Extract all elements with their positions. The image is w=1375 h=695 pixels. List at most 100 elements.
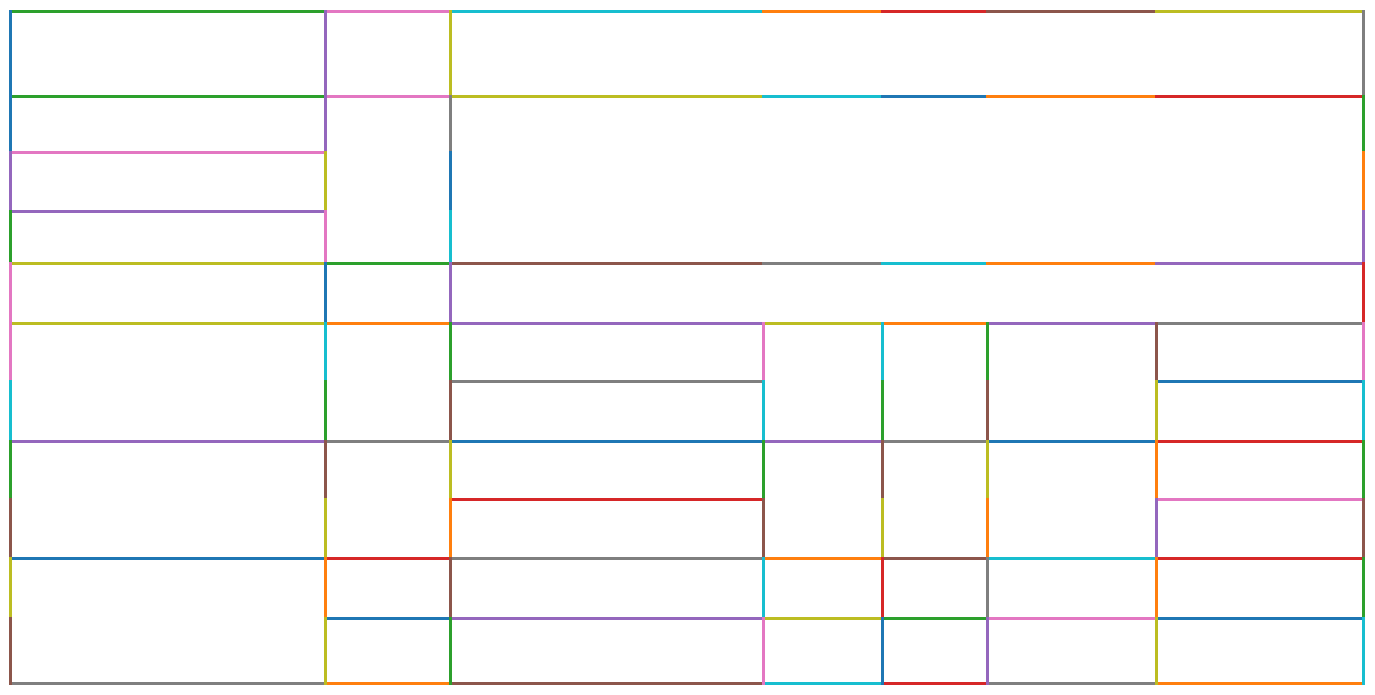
h-line-segment [9,682,327,685]
h-line-segment [9,557,327,560]
v-line-segment [1155,617,1158,685]
v-line-segment [449,95,452,154]
h-line-segment [1155,262,1365,265]
h-line-segment [324,262,452,265]
v-line-segment [1155,498,1158,560]
h-line-segment [449,498,765,501]
h-line-segment [986,95,1158,98]
v-line-segment [324,151,327,213]
h-line-segment [881,95,989,98]
h-line-segment [449,262,765,265]
h-line-segment [762,10,884,13]
h-line-segment [324,10,452,13]
v-line-segment [449,440,452,501]
v-line-segment [1362,95,1365,154]
v-line-segment [324,498,327,560]
v-line-segment [762,617,765,685]
v-line-segment [1362,380,1365,443]
v-line-segment [881,322,884,383]
v-line-segment [9,440,12,501]
h-line-segment [449,440,765,443]
v-line-segment [1362,440,1365,501]
h-line-segment [881,10,989,13]
v-line-segment [881,380,884,443]
v-line-segment [449,10,452,98]
h-line-segment [986,440,1158,443]
h-line-segment [324,322,452,325]
v-line-segment [449,262,452,325]
v-line-segment [449,617,452,685]
v-line-segment [1362,557,1365,620]
v-line-segment [324,557,327,620]
h-line-segment [881,440,989,443]
h-line-segment [449,95,765,98]
v-line-segment [1155,440,1158,501]
h-line-segment [449,617,765,620]
h-line-segment [986,10,1158,13]
h-line-segment [324,557,452,560]
h-line-segment [9,10,327,13]
h-line-segment [9,262,327,265]
v-line-segment [449,210,452,265]
v-line-segment [449,498,452,560]
v-line-segment [324,10,327,154]
h-line-segment [762,617,884,620]
h-line-segment [9,151,327,154]
v-line-segment [9,262,12,383]
h-line-segment [986,557,1158,560]
v-line-segment [986,557,989,620]
v-line-segment [9,151,12,213]
h-line-segment [881,557,989,560]
h-line-segment [324,440,452,443]
v-line-segment [324,322,327,383]
h-line-segment [1155,617,1365,620]
v-line-segment [1362,617,1365,685]
v-line-segment [449,380,452,443]
h-line-segment [1155,10,1365,13]
h-line-segment [1155,498,1365,501]
v-line-segment [9,617,12,685]
v-line-segment [986,322,989,383]
v-line-segment [9,557,12,620]
v-line-segment [986,617,989,685]
v-line-segment [1362,322,1365,383]
v-line-segment [762,322,765,383]
v-line-segment [1362,262,1365,325]
h-line-segment [1155,440,1365,443]
v-line-segment [324,262,327,325]
v-line-segment [986,498,989,560]
v-line-segment [762,557,765,620]
v-line-segment [986,380,989,443]
h-line-segment [449,322,765,325]
h-line-segment [324,617,452,620]
v-line-segment [1155,322,1158,383]
h-line-segment [1155,95,1365,98]
h-line-segment [881,617,989,620]
v-line-segment [762,498,765,560]
h-line-segment [762,322,884,325]
h-line-segment [762,557,884,560]
h-line-segment [9,440,327,443]
h-line-segment [762,95,884,98]
v-line-segment [9,498,12,560]
v-line-segment [986,440,989,501]
h-line-segment [986,617,1158,620]
v-line-segment [1362,210,1365,265]
h-line-segment [881,322,989,325]
h-line-segment [986,322,1158,325]
v-line-segment [1362,10,1365,98]
v-line-segment [449,151,452,213]
v-line-segment [449,557,452,620]
h-line-segment [449,10,765,13]
h-line-segment [986,682,1158,685]
v-line-segment [9,10,12,154]
h-line-segment [762,262,884,265]
h-line-segment [881,682,989,685]
h-line-segment [1155,380,1365,383]
h-line-segment [9,95,327,98]
v-line-segment [881,440,884,501]
v-line-segment [762,440,765,501]
v-line-segment [1362,498,1365,560]
v-line-segment [324,440,327,501]
